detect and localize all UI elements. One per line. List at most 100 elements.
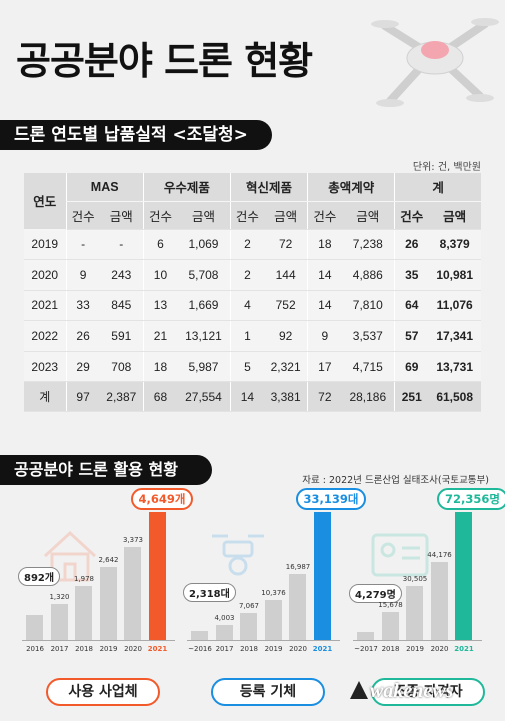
- table-cell: 17: [307, 351, 342, 383]
- chart-bar: [75, 585, 92, 640]
- table-cell: 68: [142, 381, 178, 413]
- table-cell: 계: [24, 381, 66, 413]
- chart-x-label: 2021: [312, 645, 333, 653]
- table-row: 2022 26 591 21 13,121 1 92 9 3,537 57 17,341: [24, 320, 481, 352]
- chart-data-label: 44,176: [427, 550, 452, 559]
- table-cell: 4,715: [341, 351, 395, 383]
- table-cell: 9: [65, 259, 100, 291]
- chart-bar: [264, 599, 282, 640]
- table-cell: 18: [307, 229, 342, 261]
- table-cell: 8,379: [428, 229, 481, 261]
- table-cell: 14: [229, 381, 265, 413]
- table-cell: 2,321: [264, 351, 308, 383]
- chart-highlight-label: 72,356명: [437, 488, 505, 510]
- table-cell: 13,121: [177, 320, 231, 352]
- table-cell: 17,341: [428, 320, 481, 352]
- chart-bar: [430, 561, 448, 640]
- label-companies: 사용 사업체: [46, 678, 160, 706]
- table-cell: 13: [142, 290, 178, 322]
- chart-bar: [381, 612, 399, 640]
- group-header: 계: [394, 173, 481, 202]
- table-cell: 2019: [24, 229, 66, 261]
- house-icon: [43, 530, 97, 582]
- chart-data-label: 7,067: [238, 601, 260, 610]
- chart-bar: [357, 632, 374, 640]
- table-cell: 2: [229, 259, 265, 291]
- chart-bar: [406, 586, 423, 640]
- table-cell: 5,708: [177, 259, 231, 291]
- table-row: 2019- -6 1,069 2 72 18 7,238 26 8,379: [24, 229, 481, 261]
- table-cell: 9: [307, 320, 342, 352]
- table-cell: 5: [229, 351, 265, 383]
- group-header: 혁신제품: [229, 173, 308, 202]
- chart-callout-label: 2,318대: [183, 583, 236, 603]
- table-cell: 57: [394, 320, 429, 352]
- table-cell: 2,387: [99, 381, 144, 413]
- chart-x-label: 2016: [26, 645, 44, 653]
- count-header: 건수: [229, 201, 265, 230]
- chart-x-label: 2020: [430, 645, 449, 653]
- chart-x-label: 2020: [124, 645, 142, 653]
- table-cell: 27,554: [177, 381, 231, 413]
- table-cell: 64: [394, 290, 429, 322]
- table-cell: 752: [264, 290, 308, 322]
- table-cell: 10: [142, 259, 178, 291]
- chart-data-label: 30,505: [402, 575, 428, 584]
- table-cell: 1,669: [177, 290, 231, 322]
- table-row: 2023 29 708 18 5,987 5 2,321 17 4,715 69 13,731: [24, 351, 481, 383]
- chart-x-label: 2021: [147, 645, 168, 653]
- chart-data-label: 4,003: [214, 613, 235, 622]
- group-header: MAS: [65, 173, 144, 202]
- chart-data-label: 10,376: [261, 588, 286, 597]
- table-cell: 11,076: [428, 290, 481, 322]
- amount-header: 금액: [428, 201, 481, 230]
- table-cell: 251: [394, 381, 429, 413]
- table-cell: 144: [264, 259, 308, 291]
- table-cell: 6: [142, 229, 178, 261]
- table-cell: 5,987: [177, 351, 231, 383]
- amount-header: 금액: [99, 201, 144, 230]
- table-cell: 2022: [24, 320, 66, 352]
- chart-data-label: 3,373: [122, 536, 144, 545]
- chart-data-label: 1,978: [73, 574, 95, 583]
- count-header: 건수: [65, 201, 100, 230]
- count-header: 건수: [142, 201, 178, 230]
- chart-x-label: 2020: [289, 645, 307, 653]
- table-cell: 26: [65, 320, 100, 352]
- chart-bar: [50, 603, 68, 640]
- chart-data-label: 2,642: [98, 556, 119, 565]
- source-note: 자료 : 2022년 드론산업 실태조사(국토교통부): [302, 475, 489, 486]
- table-cell: 4,886: [341, 259, 395, 291]
- table-cell: 845: [99, 290, 144, 322]
- chart-bar: [124, 547, 141, 640]
- group-header: 총액계약: [307, 173, 395, 202]
- amount-header: 금액: [341, 201, 395, 230]
- table-total-row: 계 97 2,387 68 27,554 14 3,381 72 28,186 251 61,508: [24, 381, 481, 413]
- table-cell: 14: [307, 259, 342, 291]
- amount-header: 금액: [177, 201, 231, 230]
- table-cell: 69: [394, 351, 429, 383]
- chart-x-label: 2017: [215, 645, 234, 653]
- table-cell: 21: [142, 320, 178, 352]
- chart-data-label: 1,320: [49, 592, 70, 601]
- chart-bar: [26, 615, 43, 640]
- table-cell: 92: [264, 320, 308, 352]
- chart-callout-label: 4,279명: [349, 584, 402, 604]
- chart-x-label: 2019: [99, 645, 118, 653]
- chart-baseline: [187, 640, 340, 641]
- chart-x-label: ~2016: [188, 645, 212, 653]
- table-cell: 26: [394, 229, 429, 261]
- table-cell: 10,981: [428, 259, 481, 291]
- table-cell: 3,381: [264, 381, 308, 413]
- table-cell: 1: [229, 320, 265, 352]
- section-header-delivery: 드론 연도별 납품실적 <조달청>: [0, 120, 272, 150]
- chart-data-label: 16,987: [285, 563, 311, 572]
- table-row: 2021 33 845 13 1,669 4 752 14 7,810 64 11,076: [24, 290, 481, 322]
- table-cell: 591: [99, 320, 144, 352]
- group-header: 우수제품: [142, 173, 231, 202]
- label-aircraft: 등록 기체: [211, 678, 325, 706]
- chart-bar: [313, 512, 331, 640]
- table-cell: 2020: [24, 259, 66, 291]
- watermark-logo: wakenews: [348, 680, 453, 703]
- count-header: 건수: [394, 201, 429, 230]
